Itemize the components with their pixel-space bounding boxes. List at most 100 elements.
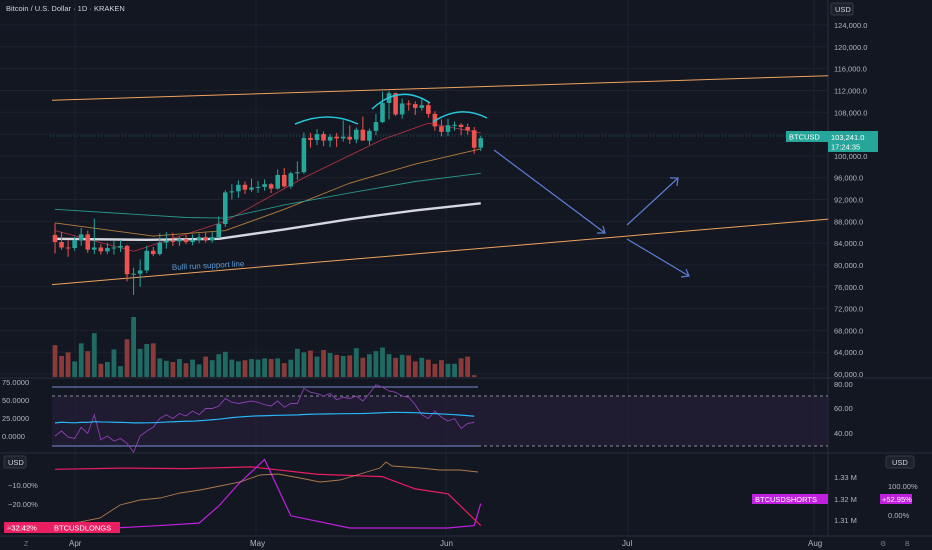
candle-body: [360, 129, 366, 141]
volume-bar: [393, 357, 398, 377]
bottom-left-currency: USD: [8, 458, 24, 467]
bottom-mid-tick-0: 1.33 M: [834, 473, 857, 482]
longs-line: [54, 466, 482, 526]
volume-bar: [91, 333, 97, 377]
bottom-right-currency-button[interactable]: [885, 455, 915, 469]
price-tick-label: 64,000.0: [834, 348, 863, 357]
shorts-line: [54, 458, 482, 529]
bottom-left-tick-2: 30.00%: [6, 523, 32, 532]
up-arrow-line[interactable]: [626, 178, 678, 226]
bottom-left-tick-1: −20.00%: [8, 500, 38, 509]
candle-body: [419, 105, 425, 108]
volume-bar: [465, 356, 471, 377]
last-price-symbol: BTCUSD: [789, 133, 820, 142]
rsi-panel[interactable]: 75.0000 50.0000 25.0000 0.0000 80.00 60.…: [2, 378, 853, 454]
down-arrow-line[interactable]: [493, 149, 606, 234]
volume-bar: [105, 362, 110, 377]
volume-bar: [262, 358, 267, 377]
currency-button[interactable]: [830, 2, 854, 16]
rsi-right-tick-2: 40.00: [834, 429, 853, 438]
scale-mode-icon[interactable]: B: [905, 541, 910, 548]
volume-bar: [157, 358, 163, 377]
candle-body: [177, 239, 182, 242]
right-shoulder-arc[interactable]: [432, 111, 488, 123]
candle-body: [268, 184, 274, 189]
candle-body: [59, 242, 64, 248]
timezone-icon[interactable]: Z: [24, 541, 29, 548]
longs-label: BTCUSDLONGS: [54, 524, 111, 533]
volume-bar: [72, 361, 78, 377]
price-tick-label: 100,000.0: [834, 152, 867, 161]
volume-bar: [321, 350, 326, 377]
head-arc[interactable]: [371, 93, 431, 110]
price-tick-label: 88,000.0: [834, 217, 863, 226]
volume-bar: [177, 359, 182, 377]
price-tick-label: 84,000.0: [834, 239, 863, 248]
volume-bar: [419, 357, 425, 377]
up-arrow-head: [670, 177, 679, 187]
volume-bar: [98, 363, 104, 377]
candle-body: [157, 242, 163, 255]
candle-body: [105, 248, 110, 252]
bottom-mid-tick-2: 1.31 M: [834, 516, 857, 525]
volume-bar: [59, 356, 64, 377]
grid-lines: [0, 0, 828, 536]
candle-body: [144, 250, 149, 271]
price-scale-background: [828, 0, 932, 550]
bottom-left-currency-button[interactable]: [3, 455, 27, 469]
candle-body: [236, 184, 241, 192]
down-arrow-head: [597, 225, 606, 234]
volume-bar: [242, 360, 248, 377]
volume-bar: [183, 363, 189, 377]
shorts-label: BTCUSDSHORTS: [755, 495, 817, 504]
trendlines[interactable]: [51, 75, 829, 286]
volume-bar: [340, 356, 346, 377]
volume-bar: [386, 354, 392, 377]
rsi-right-tick-1: 60.00: [834, 404, 853, 413]
bottom-right-currency: USD: [892, 458, 908, 467]
longs-shorts-panel[interactable]: USD USD −10.00% −20.00% 1.33 M 1.32 M 1.…: [3, 455, 918, 533]
settings-icon[interactable]: ⚙: [880, 540, 886, 548]
candle-body: [426, 105, 431, 114]
candle-body: [281, 174, 287, 187]
candle-body: [137, 270, 143, 274]
candle-body: [301, 137, 307, 173]
candle-body: [209, 237, 215, 241]
price-axis-ticks: 124,000.0 120,000.0 116,000.0 112,000.0 108,…: [834, 21, 867, 379]
pattern-arcs[interactable]: [294, 93, 488, 125]
down-alt-arrow-line[interactable]: [626, 238, 690, 277]
candle-body: [452, 124, 457, 126]
rsi-band-fill: [52, 396, 828, 446]
volume-bar: [458, 358, 464, 377]
projection-arrows[interactable]: [493, 149, 690, 278]
volume-bar: [380, 347, 385, 377]
volume-bar: [412, 361, 418, 377]
candle-body: [98, 247, 104, 252]
candle-body: [242, 184, 248, 190]
volume-bar: [439, 360, 444, 377]
left-shoulder-arc[interactable]: [294, 116, 359, 125]
rsi-left-tick-0: 75.0000: [2, 378, 29, 387]
volume-bars: [52, 317, 477, 377]
candle-body: [471, 130, 477, 148]
volume-bar: [399, 354, 405, 377]
volume-bar: [111, 349, 117, 377]
volume-bar: [432, 363, 438, 377]
volume-bar: [170, 362, 176, 377]
candlesticks: [52, 90, 484, 295]
price-tick-label: 92,000.0: [834, 196, 863, 205]
candle-body: [124, 245, 130, 275]
volume-bar: [445, 363, 451, 377]
volume-bar: [209, 360, 215, 377]
time-label-apr: Apr: [69, 539, 82, 548]
candle-body: [295, 172, 300, 174]
volume-bar: [268, 359, 274, 377]
candle-body: [118, 245, 123, 248]
candle-body: [458, 124, 464, 127]
volume-bar: [334, 354, 340, 377]
volume-bar: [150, 343, 156, 377]
time-axis[interactable]: Z Apr May Jun Jul Aug ⚙ B: [24, 539, 910, 548]
candle-body: [223, 192, 228, 225]
price-tick-label: 124,000.0: [834, 21, 867, 30]
